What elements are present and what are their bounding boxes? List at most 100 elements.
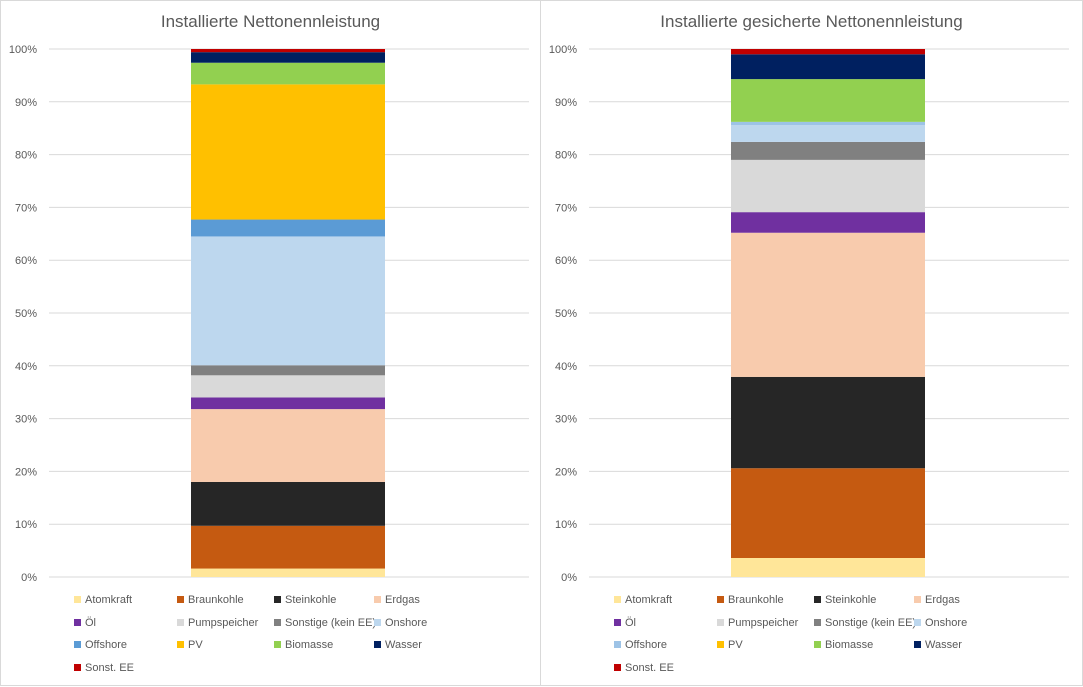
legend-swatch bbox=[914, 596, 921, 603]
y-tick-label: 20% bbox=[555, 466, 577, 478]
legend-item: Atomkraft bbox=[74, 593, 132, 607]
y-tick-label: 50% bbox=[15, 308, 37, 320]
legend-swatch bbox=[814, 596, 821, 603]
legend-label: Erdgas bbox=[385, 594, 420, 606]
bar-segment-steinkohle bbox=[191, 481, 385, 526]
legend-item: Wasser bbox=[374, 638, 422, 652]
bar-segment-biomasse bbox=[731, 79, 925, 122]
bar-segment-wasser bbox=[191, 52, 385, 63]
legend-swatch bbox=[274, 618, 281, 626]
legend-swatch bbox=[614, 618, 621, 626]
legend-swatch bbox=[614, 641, 621, 648]
legend-item: Sonst. EE bbox=[74, 661, 134, 675]
legend-label: Pumpspeicher bbox=[188, 616, 259, 629]
stacked-bar-chart: 0% 10% 20% 30% 40% 50% 60% 70% 80% 90% 100% bbox=[9, 44, 529, 584]
legend-label: Sonstige (kein EE) bbox=[825, 616, 917, 629]
legend-label: PV bbox=[728, 639, 743, 651]
y-tick-label: 100% bbox=[9, 44, 37, 56]
legend-swatch bbox=[274, 641, 281, 648]
y-tick-label: 50% bbox=[555, 308, 577, 320]
y-tick-label: 10% bbox=[555, 519, 577, 531]
y-tick-label: 60% bbox=[555, 255, 577, 267]
legend-label: Steinkohle bbox=[285, 594, 337, 606]
y-tick-label: 90% bbox=[15, 97, 37, 109]
legend-item: PV bbox=[177, 638, 203, 652]
legend-item: Pumpspeicher bbox=[717, 616, 798, 630]
bar-segment-sonstige-kein-ee- bbox=[731, 141, 925, 160]
bar-segment-sonst-ee bbox=[731, 49, 925, 55]
bar-segment-erdgas bbox=[731, 232, 925, 377]
legend-item: Offshore bbox=[614, 638, 667, 652]
legend-swatch bbox=[374, 618, 381, 626]
legend-label: Braunkohle bbox=[728, 594, 784, 606]
bar-segment-pumpspeicher bbox=[191, 375, 385, 398]
legend-item: Offshore bbox=[74, 638, 127, 652]
bar-segment-sonstige-kein-ee- bbox=[191, 365, 385, 376]
legend-label: Sonst. EE bbox=[625, 661, 674, 674]
bar-segment-offshore bbox=[731, 121, 925, 126]
legend-label: Atomkraft bbox=[625, 594, 673, 606]
y-tick-label: 10% bbox=[15, 519, 37, 531]
chart-title: Installierte gesicherte Nettonennleistun… bbox=[660, 12, 963, 31]
y-tick-label: 0% bbox=[21, 572, 37, 584]
legend-item: Onshore bbox=[914, 616, 967, 630]
legend-swatch bbox=[74, 596, 81, 603]
bar-segment-öl bbox=[731, 212, 925, 233]
legend-label: Onshore bbox=[385, 616, 428, 629]
legend-label: Öl bbox=[625, 616, 636, 629]
legend-item: Sonst. EE bbox=[614, 661, 674, 675]
y-tick-label: 80% bbox=[555, 150, 577, 162]
y-tick-label: 100% bbox=[549, 44, 577, 56]
legend-swatch bbox=[914, 618, 921, 626]
bar-segment-biomasse bbox=[191, 62, 385, 85]
legend-item: Wasser bbox=[914, 638, 962, 652]
legend-swatch bbox=[177, 618, 184, 626]
legend-item: Braunkohle bbox=[717, 593, 784, 607]
bar-segment-steinkohle bbox=[731, 376, 925, 469]
legend-item: Öl bbox=[74, 616, 96, 630]
legend-swatch bbox=[274, 596, 281, 603]
bar-segment-wasser bbox=[731, 54, 925, 80]
legend-label: Pumpspeicher bbox=[728, 616, 799, 629]
legend-label: Steinkohle bbox=[825, 594, 877, 606]
bar-segment-öl bbox=[191, 397, 385, 410]
legend-item: PV bbox=[717, 638, 743, 652]
stacked-bar-chart: 0% 10% 20% 30% 40% 50% 60% 70% 80% 90% 100% bbox=[549, 44, 1069, 584]
legend-swatch bbox=[177, 641, 184, 648]
legend-swatch bbox=[177, 596, 184, 603]
legend-swatch bbox=[717, 596, 724, 603]
legend-label: Braunkohle bbox=[188, 594, 244, 606]
legend-swatch bbox=[374, 641, 381, 648]
bar-segment-pumpspeicher bbox=[731, 159, 925, 213]
legend-label: Sonstige (kein EE) bbox=[285, 616, 377, 629]
legend-swatch bbox=[614, 663, 621, 671]
legend-item: Pumpspeicher bbox=[177, 616, 258, 630]
y-tick-label: 70% bbox=[555, 202, 577, 214]
legend-item: Onshore bbox=[374, 616, 427, 630]
chart-panel-secured: Installierte gesicherte Nettonennleistun… bbox=[540, 0, 1083, 686]
legend-item: Steinkohle bbox=[274, 593, 336, 607]
legend-swatch bbox=[814, 618, 821, 626]
y-tick-label: 80% bbox=[15, 150, 37, 162]
legend-swatch bbox=[717, 641, 724, 648]
y-tick-label: 20% bbox=[15, 466, 37, 478]
y-tick-label: 60% bbox=[15, 255, 37, 267]
legend-label: Offshore bbox=[85, 639, 127, 651]
legend-swatch bbox=[74, 641, 81, 648]
y-tick-label: 40% bbox=[555, 361, 577, 373]
legend-label: Biomasse bbox=[825, 639, 874, 651]
legend-label: Wasser bbox=[385, 639, 422, 651]
legend-swatch bbox=[717, 618, 724, 626]
legend-item: Öl bbox=[614, 616, 636, 630]
bar-segment-offshore bbox=[191, 219, 385, 237]
legend-item: Braunkohle bbox=[177, 593, 244, 607]
bar-segment-onshore bbox=[731, 125, 925, 142]
legend-label: Erdgas bbox=[925, 594, 960, 606]
legend-swatch bbox=[74, 618, 81, 626]
legend-label: PV bbox=[188, 639, 203, 651]
bar-segment-sonst-ee bbox=[191, 49, 385, 53]
legend-label: Sonst. EE bbox=[85, 661, 134, 674]
legend-label: Öl bbox=[85, 616, 96, 629]
y-tick-label: 30% bbox=[555, 414, 577, 426]
legend-item: Erdgas bbox=[374, 593, 420, 607]
